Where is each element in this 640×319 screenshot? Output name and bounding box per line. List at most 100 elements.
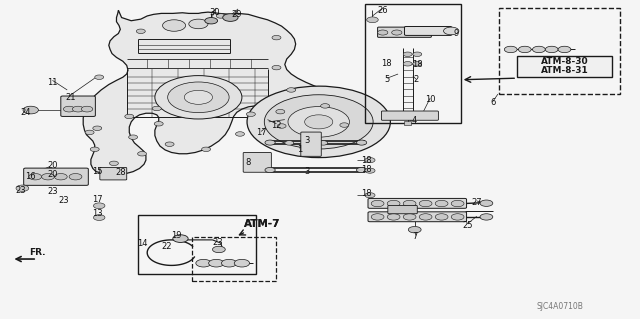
Circle shape bbox=[305, 115, 333, 129]
Text: ATM-7: ATM-7 bbox=[244, 219, 281, 229]
Circle shape bbox=[63, 106, 75, 112]
FancyBboxPatch shape bbox=[388, 205, 417, 214]
Circle shape bbox=[234, 259, 250, 267]
Circle shape bbox=[16, 185, 29, 191]
Text: 3: 3 bbox=[305, 167, 310, 176]
FancyBboxPatch shape bbox=[368, 198, 467, 208]
Bar bbox=[192, 237, 276, 281]
Text: 21: 21 bbox=[65, 93, 76, 102]
FancyBboxPatch shape bbox=[243, 152, 271, 172]
Text: 18: 18 bbox=[361, 189, 371, 198]
Circle shape bbox=[136, 29, 145, 33]
Text: 19: 19 bbox=[171, 231, 181, 240]
Text: 13: 13 bbox=[92, 209, 102, 218]
Circle shape bbox=[93, 126, 102, 130]
Text: 17: 17 bbox=[256, 128, 266, 137]
Circle shape bbox=[223, 14, 238, 21]
Circle shape bbox=[168, 82, 229, 113]
Circle shape bbox=[93, 203, 105, 209]
Text: 23: 23 bbox=[212, 238, 223, 247]
Circle shape bbox=[403, 214, 416, 220]
Circle shape bbox=[387, 200, 400, 207]
Circle shape bbox=[90, 147, 99, 152]
Text: 23: 23 bbox=[59, 196, 69, 205]
Circle shape bbox=[69, 174, 82, 180]
Text: 18: 18 bbox=[381, 59, 391, 68]
Text: 29: 29 bbox=[232, 10, 242, 19]
Circle shape bbox=[276, 109, 285, 114]
Circle shape bbox=[451, 200, 464, 207]
Circle shape bbox=[518, 46, 531, 53]
Text: 23: 23 bbox=[16, 186, 26, 195]
Circle shape bbox=[42, 174, 54, 180]
FancyBboxPatch shape bbox=[404, 26, 452, 35]
Circle shape bbox=[288, 107, 349, 137]
FancyBboxPatch shape bbox=[61, 96, 95, 116]
Circle shape bbox=[109, 161, 118, 166]
Circle shape bbox=[365, 168, 375, 173]
Circle shape bbox=[403, 200, 416, 207]
Text: 15: 15 bbox=[92, 167, 102, 176]
Text: FR.: FR. bbox=[29, 248, 45, 256]
Text: 27: 27 bbox=[472, 198, 482, 207]
Circle shape bbox=[356, 140, 367, 145]
Bar bbox=[365, 4, 461, 123]
Text: 20: 20 bbox=[47, 161, 58, 170]
Text: 9: 9 bbox=[453, 29, 458, 38]
Circle shape bbox=[371, 214, 384, 220]
Circle shape bbox=[545, 46, 558, 53]
Circle shape bbox=[236, 132, 244, 136]
Circle shape bbox=[152, 106, 161, 111]
Text: 11: 11 bbox=[47, 78, 58, 87]
Text: SJC4A0710B: SJC4A0710B bbox=[536, 302, 584, 311]
Polygon shape bbox=[83, 10, 353, 175]
Circle shape bbox=[444, 27, 459, 35]
Circle shape bbox=[277, 124, 286, 128]
Circle shape bbox=[184, 90, 212, 104]
Text: 16: 16 bbox=[26, 172, 36, 181]
Circle shape bbox=[209, 259, 224, 267]
Circle shape bbox=[413, 52, 422, 56]
Circle shape bbox=[163, 20, 186, 31]
Circle shape bbox=[558, 46, 571, 53]
Circle shape bbox=[246, 112, 255, 116]
Circle shape bbox=[403, 62, 412, 66]
Circle shape bbox=[403, 52, 412, 56]
Circle shape bbox=[173, 235, 188, 242]
Circle shape bbox=[378, 30, 388, 35]
Text: 17: 17 bbox=[92, 195, 102, 204]
Circle shape bbox=[205, 18, 218, 24]
Circle shape bbox=[356, 167, 367, 173]
Circle shape bbox=[265, 140, 275, 145]
Text: ATM-7: ATM-7 bbox=[239, 219, 281, 235]
Text: 23: 23 bbox=[47, 187, 58, 196]
Circle shape bbox=[413, 62, 422, 66]
Circle shape bbox=[272, 35, 281, 40]
FancyBboxPatch shape bbox=[301, 132, 321, 156]
Circle shape bbox=[72, 106, 84, 112]
Circle shape bbox=[451, 214, 464, 220]
Circle shape bbox=[532, 46, 545, 53]
Circle shape bbox=[189, 19, 208, 29]
Circle shape bbox=[504, 46, 517, 53]
Circle shape bbox=[285, 141, 294, 145]
Text: 18: 18 bbox=[361, 156, 371, 165]
Bar bbox=[499, 8, 620, 94]
Text: 3: 3 bbox=[305, 136, 310, 145]
Circle shape bbox=[480, 200, 493, 206]
Circle shape bbox=[480, 214, 493, 220]
Circle shape bbox=[81, 106, 93, 112]
Circle shape bbox=[435, 214, 448, 220]
Text: 26: 26 bbox=[378, 6, 388, 15]
FancyBboxPatch shape bbox=[368, 212, 467, 222]
Circle shape bbox=[155, 76, 242, 119]
Circle shape bbox=[221, 259, 237, 267]
Text: 20: 20 bbox=[47, 170, 58, 179]
Circle shape bbox=[365, 193, 375, 198]
Circle shape bbox=[23, 106, 38, 114]
Text: 2: 2 bbox=[413, 75, 419, 84]
Text: 18: 18 bbox=[412, 60, 422, 69]
Text: 5: 5 bbox=[385, 75, 390, 84]
Text: ATM-8-30: ATM-8-30 bbox=[541, 57, 588, 66]
Circle shape bbox=[54, 174, 67, 180]
